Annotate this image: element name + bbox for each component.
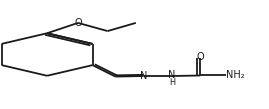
Text: O: O xyxy=(196,52,204,62)
Text: N: N xyxy=(140,71,147,81)
Text: N: N xyxy=(168,71,176,80)
Text: O: O xyxy=(75,18,82,28)
Text: H: H xyxy=(169,77,175,87)
Text: NH₂: NH₂ xyxy=(226,70,245,80)
